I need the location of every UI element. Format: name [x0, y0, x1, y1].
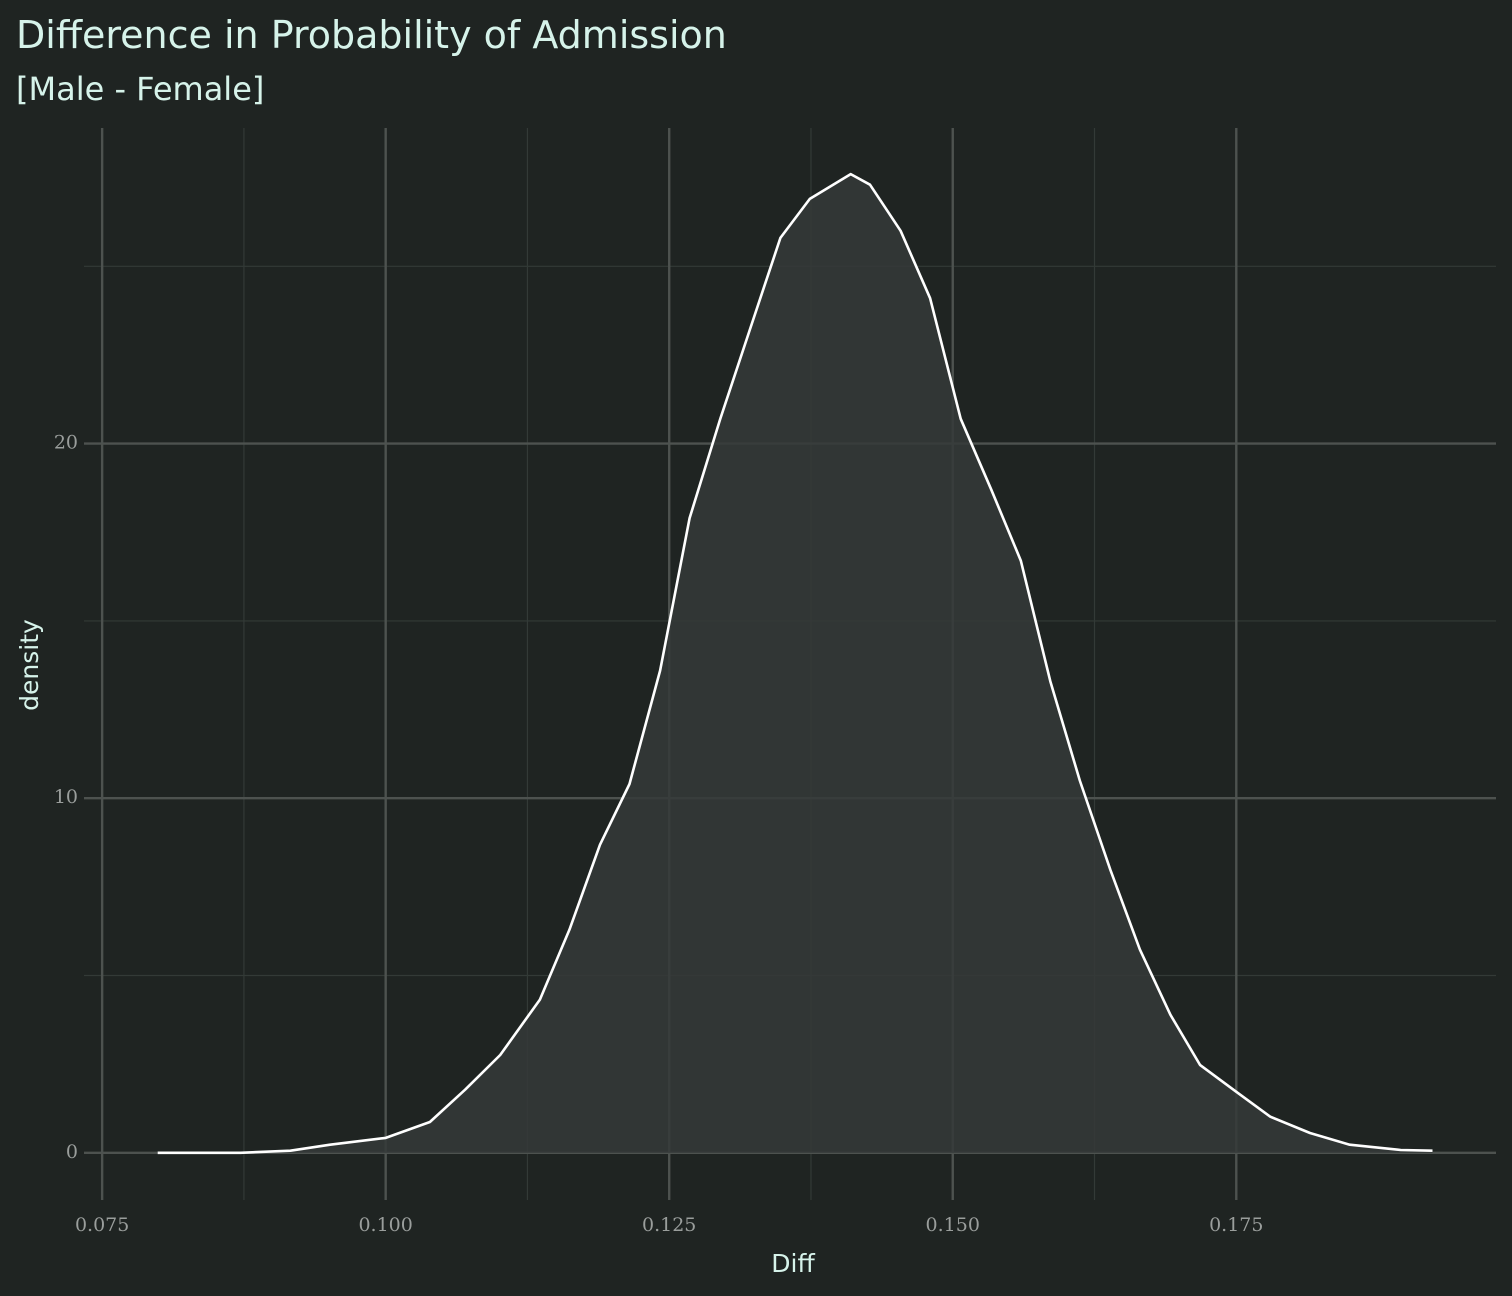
y-tick-label: 10	[54, 786, 78, 808]
x-axis-label: Diff	[771, 1249, 815, 1278]
x-tick-label: 0.175	[1209, 1214, 1263, 1236]
x-tick-label: 0.150	[926, 1214, 980, 1236]
marks	[157, 172, 1433, 1155]
x-tick-label: 0.125	[642, 1214, 696, 1236]
y-axis-label: density	[15, 619, 44, 711]
y-tick-label: 20	[54, 432, 78, 454]
chart-subtitle: [Male - Female]	[16, 70, 264, 108]
x-tick-label: 0.100	[358, 1214, 412, 1236]
y-tick-label: 0	[66, 1141, 78, 1163]
density-line	[157, 172, 1433, 1155]
chart-title: Difference in Probability of Admission	[16, 13, 727, 57]
x-tick-label: 0.075	[75, 1214, 129, 1236]
density-area	[157, 174, 1433, 1153]
